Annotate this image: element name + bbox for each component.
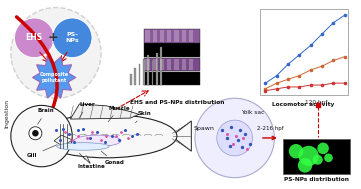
Point (296, 74, 302, 77)
Point (285, 85, 291, 88)
Bar (182, 59, 186, 70)
Bar (189, 30, 193, 42)
Text: Skin: Skin (135, 111, 151, 123)
Point (331, 21, 336, 24)
Text: 2-216 hpf: 2-216 hpf (257, 126, 283, 131)
Ellipse shape (11, 8, 101, 98)
Text: PS-
NPs: PS- NPs (65, 32, 79, 43)
Polygon shape (83, 156, 90, 163)
Bar (260, 9, 348, 94)
Bar (144, 58, 200, 71)
Point (308, 44, 314, 47)
Bar (189, 59, 193, 70)
Ellipse shape (14, 18, 54, 58)
Bar (147, 55, 149, 85)
Ellipse shape (29, 127, 42, 140)
Polygon shape (54, 135, 72, 146)
Bar (130, 74, 132, 85)
Ellipse shape (298, 158, 312, 173)
Bar (160, 59, 164, 70)
Point (331, 59, 336, 62)
Point (319, 84, 325, 87)
Bar (144, 72, 200, 85)
Bar (174, 30, 179, 42)
Text: Muscle: Muscle (108, 106, 130, 122)
Point (342, 55, 348, 58)
Point (308, 68, 314, 71)
Bar (174, 59, 179, 70)
Polygon shape (171, 121, 191, 151)
Bar (144, 29, 200, 43)
Ellipse shape (317, 143, 329, 154)
Ellipse shape (299, 146, 319, 166)
Bar (182, 30, 186, 42)
Point (319, 65, 325, 68)
Point (342, 82, 348, 85)
Point (342, 14, 348, 17)
Point (319, 33, 325, 36)
Point (274, 74, 279, 77)
Bar (134, 68, 136, 85)
Text: EHS: EHS (26, 33, 43, 42)
Point (308, 84, 314, 87)
Point (262, 87, 268, 90)
Text: EHS and PS-NPs distribution: EHS and PS-NPs distribution (130, 100, 224, 105)
Text: Gill: Gill (27, 145, 57, 158)
Ellipse shape (289, 144, 303, 158)
Point (274, 82, 279, 85)
Bar (156, 53, 158, 85)
Ellipse shape (74, 135, 121, 146)
Bar (160, 30, 164, 42)
Point (331, 82, 336, 85)
Text: 120 hpf: 120 hpf (305, 100, 328, 105)
Point (274, 87, 279, 90)
Ellipse shape (32, 130, 39, 136)
Ellipse shape (324, 153, 333, 162)
Bar (283, 139, 350, 174)
Text: PS-NPs distribution: PS-NPs distribution (284, 177, 349, 182)
Ellipse shape (217, 120, 253, 156)
Text: Brain: Brain (38, 108, 55, 124)
Bar (153, 30, 157, 42)
Bar (144, 43, 200, 57)
Text: Spawn: Spawn (193, 126, 214, 131)
Polygon shape (32, 57, 76, 98)
Text: Ingestion: Ingestion (5, 99, 10, 128)
Text: Gonad: Gonad (101, 151, 125, 165)
Text: Locomotor activity: Locomotor activity (272, 102, 334, 107)
Ellipse shape (195, 98, 274, 178)
Point (285, 78, 291, 81)
Bar (145, 30, 150, 42)
Text: +: + (48, 31, 59, 44)
Point (262, 89, 268, 92)
Bar (167, 59, 171, 70)
Ellipse shape (57, 143, 109, 150)
Point (296, 85, 302, 88)
Text: Yolk sac: Yolk sac (241, 110, 264, 115)
Ellipse shape (52, 18, 92, 58)
Polygon shape (70, 104, 139, 119)
Text: Liver: Liver (79, 102, 95, 119)
Bar (153, 59, 157, 70)
Bar (143, 59, 145, 85)
Ellipse shape (36, 114, 177, 158)
Bar (139, 64, 140, 85)
Bar (145, 59, 150, 70)
Text: Composite
pollutant: Composite pollutant (40, 72, 69, 83)
Point (296, 53, 302, 56)
Bar (160, 47, 162, 85)
Bar (167, 30, 171, 42)
Bar (152, 60, 153, 85)
Point (285, 63, 291, 66)
Text: Intestine: Intestine (78, 153, 105, 169)
Ellipse shape (11, 105, 72, 167)
Ellipse shape (313, 155, 323, 165)
Point (262, 82, 268, 85)
